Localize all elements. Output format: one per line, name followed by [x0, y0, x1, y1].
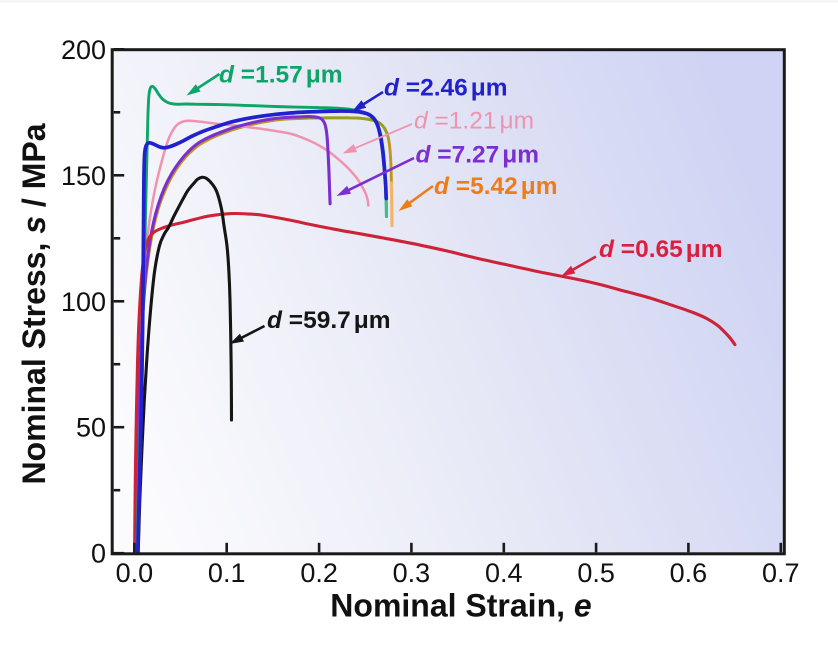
svg-text:0.0: 0.0	[116, 558, 154, 588]
svg-text:0.2: 0.2	[300, 558, 338, 588]
svg-text:0: 0	[91, 539, 106, 569]
svg-text:150: 150	[61, 161, 106, 191]
svg-text:100: 100	[61, 287, 106, 317]
svg-text:0.4: 0.4	[485, 558, 523, 588]
svg-text:Nominal Strain, e: Nominal Strain, e	[330, 588, 591, 624]
svg-text:200: 200	[61, 35, 106, 65]
svg-text:d =59.7μm: d =59.7 μm	[267, 307, 391, 334]
svg-text:0.6: 0.6	[670, 558, 708, 588]
svg-text:0.7: 0.7	[762, 558, 800, 588]
svg-text:0.5: 0.5	[577, 558, 615, 588]
svg-text:0.1: 0.1	[208, 558, 246, 588]
svg-text:50: 50	[76, 413, 106, 443]
svg-text:Nominal Stress, s / MPa: Nominal Stress, s / MPa	[16, 123, 52, 484]
svg-text:0.3: 0.3	[393, 558, 431, 588]
